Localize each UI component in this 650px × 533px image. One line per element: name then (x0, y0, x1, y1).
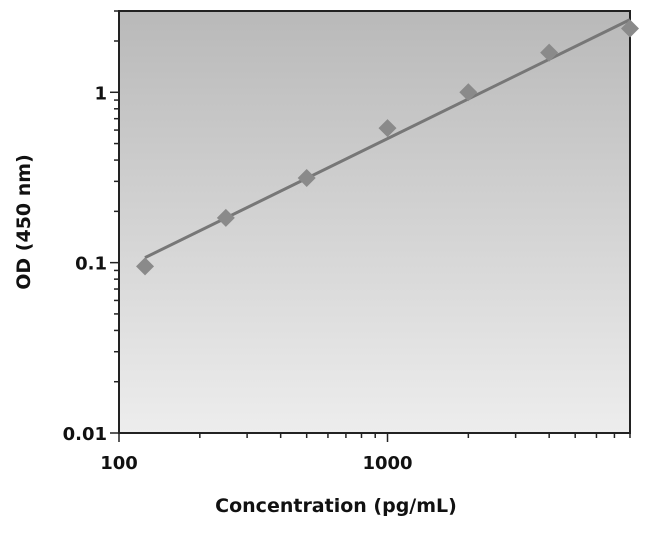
y-tick-label: 0.1 (75, 254, 107, 275)
data-point-diamond (297, 168, 316, 187)
x-tick-label: 1000 (362, 453, 412, 474)
data-point-diamond (459, 83, 478, 102)
x-axis-label: Concentration (pg/mL) (215, 495, 457, 517)
data-point-diamond (136, 257, 155, 276)
axis-ticks (110, 10, 631, 442)
data-marks (136, 18, 639, 276)
data-point-diamond (540, 43, 559, 62)
data-point-diamond (621, 19, 639, 38)
plot-area (118, 10, 631, 434)
data-point-diamond (378, 119, 397, 138)
data-point-diamond (216, 208, 235, 227)
y-tick-label: 1 (94, 83, 107, 104)
y-axis-label: OD (450 nm) (13, 154, 35, 290)
x-tick-label: 100 (100, 453, 138, 474)
y-tick-label: 0.01 (63, 424, 107, 445)
axis-tick-labels: 100 1000 0.01 0.1 1 (63, 83, 413, 474)
